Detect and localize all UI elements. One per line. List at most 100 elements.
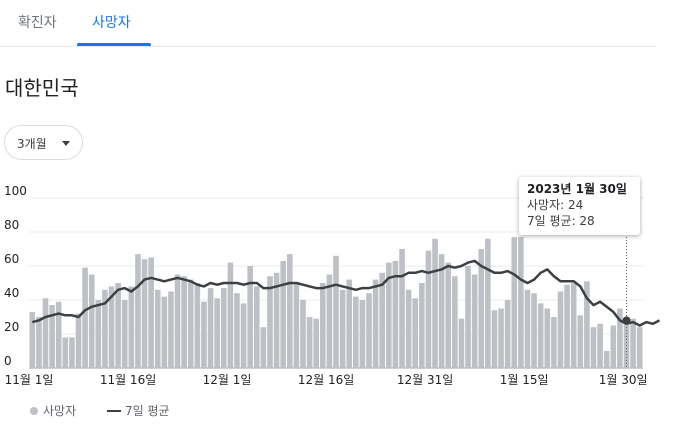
bar: [564, 284, 570, 368]
bar: [88, 274, 95, 368]
y-tick-label: 0: [4, 354, 12, 368]
bar: [49, 305, 55, 368]
bar: [425, 250, 432, 368]
bar: [551, 317, 557, 368]
region-title: 대한민국: [5, 76, 79, 100]
bar: [445, 262, 452, 368]
bar: [181, 276, 187, 368]
bar: [115, 283, 121, 368]
y-tick-label: 20: [4, 320, 19, 334]
highlight-point: [622, 316, 631, 325]
bar: [491, 310, 498, 368]
bar: [95, 300, 102, 368]
bar: [260, 327, 267, 368]
bar: [636, 327, 643, 368]
x-tick-label: 12월 31일: [397, 373, 453, 385]
bar: [372, 279, 379, 368]
bar: [121, 300, 128, 368]
period-dropdown[interactable]: 3개월: [4, 125, 83, 160]
legend-average-label: 7일 평균: [125, 404, 170, 418]
bar: [75, 313, 82, 368]
bar: [339, 289, 346, 368]
bar: [333, 255, 339, 368]
tooltip-date: 2023년 1월 30일: [527, 182, 627, 196]
bar: [326, 274, 333, 368]
bar: [280, 260, 286, 368]
bar-series: [29, 237, 643, 368]
bar: [201, 301, 207, 368]
bar: [141, 259, 148, 368]
bar: [168, 291, 174, 368]
tab-deaths[interactable]: 사망자: [92, 15, 131, 31]
y-tick-label: 100: [4, 184, 27, 198]
bar: [62, 337, 69, 368]
x-axis: 11월 1일 11월 16일 12월 1일 12월 16일 12월 31일 1월 15일 1…: [5, 373, 648, 385]
bar: [412, 298, 419, 368]
bar: [544, 308, 551, 368]
bar: [234, 293, 240, 368]
bar: [432, 238, 438, 368]
bar: [392, 260, 399, 368]
legend-line-swatch: [107, 410, 121, 412]
bar: [570, 283, 577, 368]
bar: [379, 272, 386, 368]
bar: [174, 274, 181, 368]
bar: [214, 298, 220, 368]
bar: [590, 327, 597, 368]
bar: [603, 351, 610, 368]
dropdown-caret-icon: [62, 141, 70, 146]
bar: [485, 238, 491, 368]
bar: [161, 296, 168, 368]
bar: [465, 266, 471, 368]
tooltip-deaths: 사망자: 24: [527, 198, 584, 212]
bar: [207, 288, 214, 368]
bar: [531, 293, 537, 368]
bar: [458, 318, 465, 368]
bar: [504, 300, 511, 368]
bar: [128, 286, 135, 368]
bar: [286, 254, 293, 368]
legend-bar-swatch: [30, 407, 38, 415]
bar: [346, 279, 353, 368]
bar: [511, 237, 518, 368]
bar: [518, 237, 524, 368]
bar: [537, 303, 544, 368]
bar: [42, 298, 49, 368]
bar: [148, 257, 154, 368]
average-line: [31, 259, 661, 327]
bar: [227, 262, 234, 368]
bar: [108, 286, 115, 368]
bar: [300, 300, 306, 368]
bar: [359, 300, 366, 368]
bar: [187, 279, 194, 368]
x-tick-label: 12월 16일: [298, 373, 354, 385]
bar: [306, 317, 313, 368]
bar: [630, 318, 636, 368]
y-axis: 0 20 40 60 80 100: [4, 184, 27, 368]
bar: [577, 315, 584, 368]
bar: [399, 249, 405, 368]
bar: [498, 308, 504, 368]
bar: [557, 291, 564, 368]
bar: [313, 318, 319, 368]
tab-bar: 확진자 사망자: [0, 0, 656, 47]
bar: [267, 276, 273, 368]
bar: [253, 286, 260, 368]
bar: [194, 283, 201, 368]
bar: [419, 283, 425, 368]
y-tick-label: 80: [4, 218, 19, 232]
tab-confirmed[interactable]: 확진자: [18, 15, 57, 31]
bar: [623, 318, 630, 368]
bar: [293, 283, 300, 368]
bar: [478, 249, 485, 368]
bar: [386, 262, 392, 368]
bar: [438, 254, 445, 368]
bar: [247, 266, 253, 368]
bar: [405, 289, 412, 368]
chart-tooltip: 2023년 1월 30일 사망자: 24 7일 평균: 28: [519, 177, 640, 235]
bar: [154, 289, 161, 368]
bar: [597, 323, 603, 368]
highlight-marker: [622, 180, 631, 368]
bar: [240, 303, 247, 368]
